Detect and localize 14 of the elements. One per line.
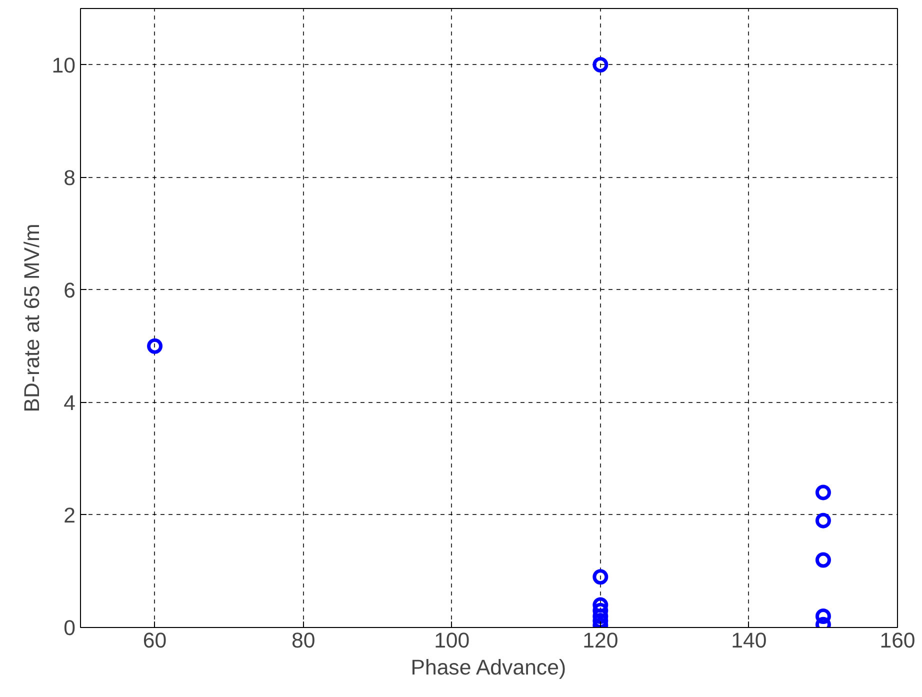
x-tick-label: 160: [880, 628, 916, 652]
x-tick-label: 80: [291, 628, 316, 652]
y-tick-label: 4: [64, 390, 76, 415]
y-tick-label: 2: [64, 503, 76, 528]
y-tick-label: 10: [52, 53, 76, 78]
x-tick-label: 60: [142, 628, 167, 652]
x-tick-label: 120: [582, 628, 618, 652]
y-tick-label: 6: [64, 278, 76, 302]
x-tick-label: 140: [731, 628, 767, 652]
y-axis-title: BD-rate at 65 MV/m: [20, 224, 44, 412]
y-tick-label: 0: [64, 616, 76, 640]
x-tick-label: 100: [434, 628, 470, 652]
y-tick-label: 8: [64, 166, 76, 190]
x-axis-title: Phase Advance): [410, 656, 566, 680]
